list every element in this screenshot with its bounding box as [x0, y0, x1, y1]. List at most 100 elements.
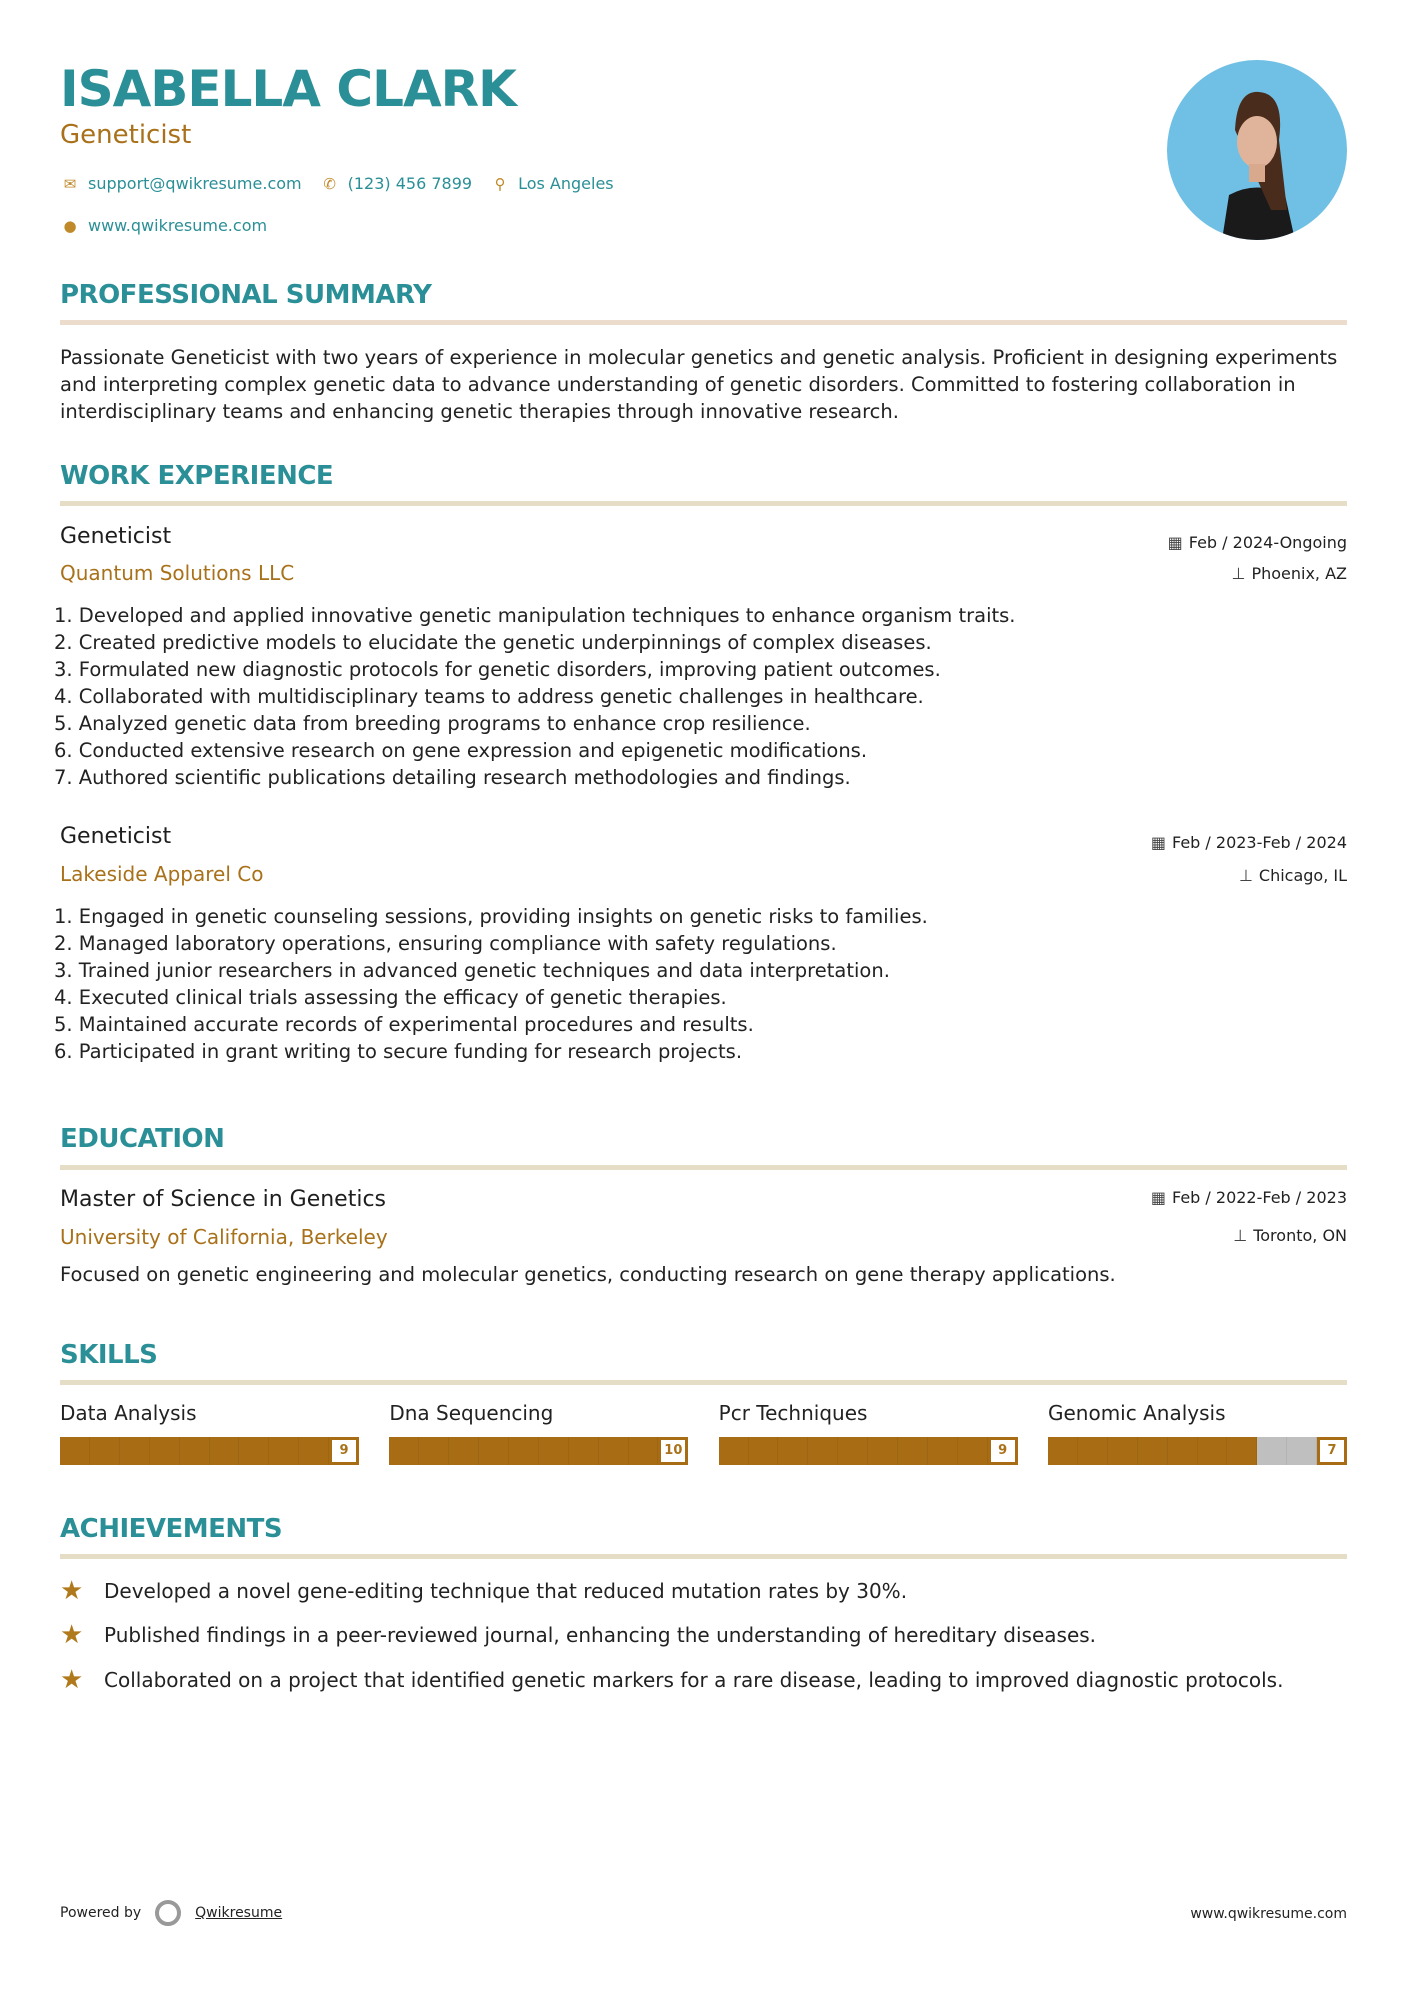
- skill-score-box: 7: [1316, 1437, 1347, 1465]
- education-description: Focused on genetic engineering and molec…: [60, 1263, 1116, 1286]
- candidate-name: ISABELLA CLARK: [60, 60, 517, 118]
- job-bullets: 1. Engaged in genetic counseling session…: [54, 903, 1344, 1065]
- bar-segment: [1227, 1437, 1258, 1465]
- contact-row: ✉ support@qwikresume.com ✆ (123) 456 7899 …: [60, 174, 614, 193]
- experience-heading: WORK EXPERIENCE: [60, 461, 334, 491]
- skill-score-box: 10: [658, 1437, 689, 1465]
- skill-bar: 9: [718, 1437, 1018, 1465]
- bar-segment: [119, 1437, 150, 1465]
- bar-segment: [628, 1437, 659, 1465]
- bar-segment: [778, 1437, 809, 1465]
- envelope-icon: ✉: [63, 174, 77, 193]
- bar-segment: [449, 1437, 480, 1465]
- pin-icon: ⊥: [1233, 1226, 1248, 1245]
- star-icon: ★: [60, 1576, 84, 1606]
- date-text: Feb / 2024-Ongoing: [1188, 533, 1347, 552]
- skill-score-box: 9: [987, 1437, 1018, 1465]
- bar-segment: [239, 1437, 270, 1465]
- bar-segment: [508, 1437, 539, 1465]
- bar-segment: [60, 1437, 90, 1465]
- website-link[interactable]: www.qwikresume.com: [88, 216, 268, 235]
- school-name: University of California, Berkeley: [60, 1225, 388, 1249]
- achievement-text: Published findings in a peer-reviewed jo…: [104, 1623, 1097, 1647]
- skill-name: Pcr Techniques: [718, 1401, 868, 1425]
- job-location: ⊥ Chicago, IL: [1239, 866, 1347, 885]
- bar-segment: [538, 1437, 569, 1465]
- bar-segment: [957, 1437, 988, 1465]
- education-date: ▦ Feb / 2022-Feb / 2023: [1151, 1188, 1347, 1207]
- skill-name: Dna Sequencing: [389, 1401, 554, 1425]
- skill-bar: 10: [389, 1437, 689, 1465]
- calendar-icon: ▦: [1150, 833, 1166, 852]
- star-icon: ★: [60, 1665, 84, 1695]
- bar-segment: [898, 1437, 928, 1465]
- bar-segment: [1197, 1437, 1228, 1465]
- bar-segment: [928, 1437, 958, 1465]
- education-heading: EDUCATION: [60, 1124, 225, 1154]
- achievements-heading: ACHIEVEMENTS: [60, 1514, 283, 1544]
- bar-segment: [1137, 1437, 1168, 1465]
- bar-segment: [1077, 1437, 1108, 1465]
- job-location: ⊥ Phoenix, AZ: [1232, 564, 1348, 583]
- phone-icon: ✆: [323, 174, 336, 193]
- footer-brand: Powered by Qwikresume: [60, 1900, 282, 1926]
- bar-segment: [838, 1437, 869, 1465]
- bar-segment: [868, 1437, 899, 1465]
- skill-score-box: 9: [329, 1437, 359, 1465]
- company-name: Quantum Solutions LLC: [60, 561, 295, 585]
- bar-segment: [89, 1437, 120, 1465]
- bar-segment: [748, 1437, 779, 1465]
- list-item: 5. Maintained accurate records of experi…: [54, 1013, 754, 1036]
- summary-text: Passionate Geneticist with two years of …: [60, 346, 1338, 423]
- skill-bar: 9: [60, 1437, 360, 1465]
- achievement-text: Collaborated on a project that identifie…: [104, 1668, 1284, 1692]
- skill-item: Data Analysis 9: [60, 1401, 360, 1465]
- bar-segment: [149, 1437, 180, 1465]
- powered-by-text: Powered by: [60, 1905, 142, 1921]
- list-item: 7. Authored scientific publications deta…: [54, 766, 851, 789]
- calendar-icon: ▦: [1167, 533, 1183, 552]
- brand-link[interactable]: Qwikresume: [195, 1905, 283, 1921]
- skill-item: Genomic Analysis 7: [1047, 1401, 1348, 1465]
- list-item: 1. Engaged in genetic counseling session…: [54, 905, 928, 928]
- skill-name: Genomic Analysis: [1047, 1401, 1226, 1425]
- list-item: 5. Analyzed genetic data from breeding p…: [54, 712, 811, 735]
- location-text: Toronto, ON: [1253, 1226, 1347, 1245]
- bar-segment: [209, 1437, 240, 1465]
- pin-icon: ⊥: [1231, 564, 1246, 583]
- website-row: ● www.qwikresume.com: [60, 216, 267, 235]
- bar-segment: [1167, 1437, 1198, 1465]
- skills-list: Data Analysis 9 Dna Sequencing 10 Pcr Techni…: [60, 1401, 1348, 1465]
- footer-url[interactable]: www.qwikresume.com: [1190, 1906, 1347, 1922]
- job-title: Geneticist: [60, 524, 172, 549]
- skills-heading: SKILLS: [60, 1340, 158, 1370]
- skill-name: Data Analysis: [60, 1401, 197, 1425]
- divider: [60, 1165, 1347, 1170]
- skill-bar: 7: [1047, 1437, 1348, 1465]
- date-text: Feb / 2022-Feb / 2023: [1172, 1188, 1347, 1207]
- qwikresume-logo-icon: [155, 1900, 182, 1926]
- job-date: ▦ Feb / 2023-Feb / 2024: [1151, 833, 1347, 852]
- list-item: 6. Participated in grant writing to secu…: [54, 1040, 743, 1063]
- list-item: 1. Developed and applied innovative gene…: [54, 604, 1016, 627]
- bar-segment: [269, 1437, 300, 1465]
- job-bullets: 1. Developed and applied innovative gene…: [54, 602, 1344, 791]
- email-link[interactable]: support@qwikresume.com: [88, 174, 302, 193]
- job-title: Geneticist: [60, 120, 192, 150]
- bar-segment: [179, 1437, 210, 1465]
- divider: [60, 1554, 1347, 1559]
- pin-icon: ⊥: [1238, 866, 1253, 885]
- divider: [60, 320, 1347, 325]
- list-item: 4. Executed clinical trials assessing th…: [54, 986, 727, 1009]
- job-date: ▦ Feb / 2024-Ongoing: [1168, 533, 1347, 552]
- bar-segment: [568, 1437, 599, 1465]
- date-text: Feb / 2023-Feb / 2024: [1172, 833, 1347, 852]
- bar-segment: [299, 1437, 330, 1465]
- bar-segment: [1047, 1437, 1078, 1465]
- location-text: Los Angeles: [518, 174, 614, 193]
- skill-score: 7: [1319, 1440, 1344, 1462]
- bar-segment: [389, 1437, 420, 1465]
- achievement-item: ★ Collaborated on a project that identifi…: [60, 1665, 1283, 1695]
- skill-item: Pcr Techniques 9: [718, 1401, 1018, 1465]
- calendar-icon: ▦: [1150, 1188, 1166, 1207]
